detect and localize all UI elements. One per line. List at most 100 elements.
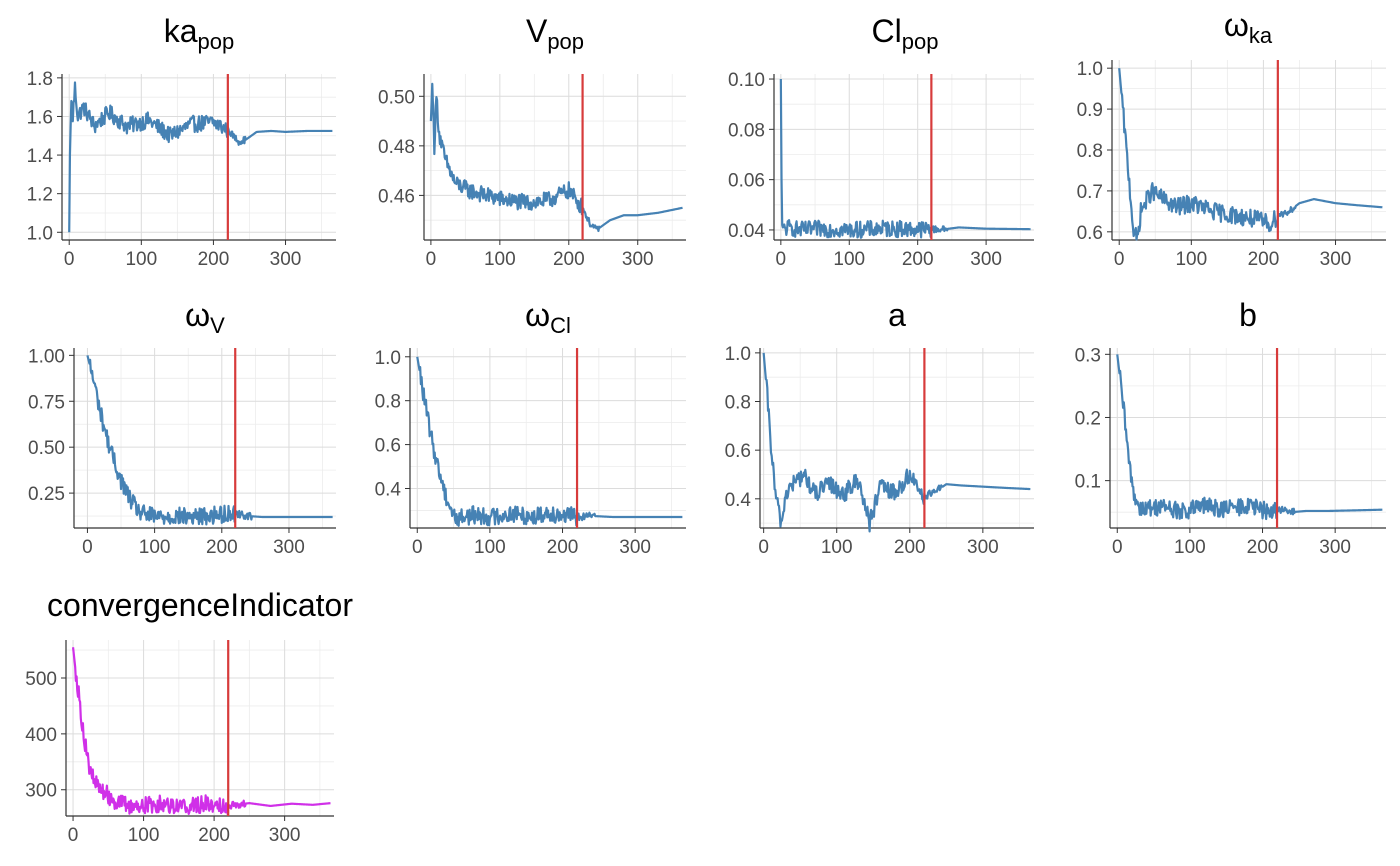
y-tick-label: 0.48 — [378, 137, 415, 158]
y-tick-label: 0.46 — [378, 186, 415, 207]
title-subscript: pop — [902, 29, 939, 54]
x-tick-label: 100 — [484, 249, 516, 270]
y-tick-label: 0.75 — [28, 392, 65, 413]
y-tick-label: 0.6 — [375, 436, 401, 457]
x-tick-label: 0 — [758, 537, 769, 558]
panel-V_pop: 0 100 200 300 0.46 0.48 0.50 Vpop — [378, 13, 686, 270]
series-line-convergenceIndicator — [71, 647, 331, 816]
y-tick-label: 0.50 — [28, 438, 65, 459]
series-line-ka_pop — [68, 81, 333, 233]
x-tick-label: 0 — [412, 537, 423, 558]
x-tick-label: 100 — [1175, 249, 1207, 270]
x-tick-label: 100 — [1174, 537, 1206, 558]
y-tick-label: 0.7 — [1077, 182, 1103, 203]
y-tick-label: 0.6 — [725, 441, 751, 462]
x-tick-label: 200 — [902, 249, 934, 270]
series-line-omega_ka — [1118, 68, 1383, 241]
series-line-a — [762, 352, 1031, 533]
panel-omega_V: 0 100 200 300 0.25 0.50 0.75 1.00 ωV — [28, 297, 336, 558]
panel-title: b — [1239, 297, 1257, 333]
y-tick-label: 1.2 — [27, 185, 53, 206]
title-subscript: ka — [1249, 23, 1273, 48]
x-tick-label: 0 — [64, 249, 75, 270]
x-tick-label: 0 — [1114, 249, 1125, 270]
y-tick-label: 0.2 — [1075, 408, 1101, 429]
title-subscript: V — [210, 313, 225, 338]
x-tick-label: 300 — [622, 249, 654, 270]
y-tick-label: 0.06 — [728, 171, 765, 192]
y-tick-label: 0.04 — [728, 221, 765, 242]
title-main: ω — [185, 297, 210, 333]
panel-title: Vpop — [526, 13, 584, 54]
x-tick-label: 300 — [1319, 537, 1351, 558]
y-tick-label: 0.4 — [725, 490, 752, 511]
x-tick-label: 200 — [553, 249, 585, 270]
panel-a: 0 100 200 300 0.4 0.6 0.8 1.0 a — [725, 297, 1034, 558]
x-tick-label: 0 — [1112, 537, 1123, 558]
panel-title: convergenceIndicator — [47, 587, 353, 623]
y-tick-label: 0.1 — [1075, 472, 1101, 493]
x-tick-label: 200 — [198, 825, 230, 846]
x-tick-label: 200 — [198, 249, 230, 270]
x-tick-label: 300 — [970, 249, 1002, 270]
x-tick-label: 200 — [1248, 249, 1280, 270]
panel-Cl_pop: 0 100 200 300 0.04 0.06 0.08 0.10 Clpop — [728, 13, 1034, 270]
panel-title: kapop — [164, 13, 235, 54]
panel-title: Clpop — [872, 13, 939, 54]
y-tick-label: 1.0 — [27, 223, 53, 244]
x-tick-label: 0 — [82, 537, 93, 558]
x-tick-label: 0 — [426, 249, 437, 270]
x-tick-label: 300 — [967, 537, 999, 558]
panel-omega_ka: 0 100 200 300 0.6 0.7 0.8 0.9 1.0 ωka — [1077, 7, 1386, 270]
title-subscript: pop — [547, 29, 584, 54]
y-tick-label: 400 — [25, 725, 57, 746]
y-tick-label: 0.6 — [1077, 223, 1103, 244]
title-main: ω — [1224, 7, 1249, 43]
y-tick-label: 500 — [25, 669, 57, 690]
y-tick-label: 0.08 — [728, 120, 765, 141]
title-main: convergenceIndicator — [47, 587, 353, 623]
panel-title: ωCl — [525, 297, 571, 338]
panel-b: 0 100 200 300 0.1 0.2 0.3 b — [1075, 297, 1386, 558]
panel-title: ωV — [185, 297, 225, 338]
x-tick-label: 300 — [270, 249, 302, 270]
x-tick-label: 200 — [1247, 537, 1279, 558]
x-tick-label: 0 — [68, 825, 79, 846]
y-tick-label: 1.0 — [725, 344, 751, 365]
series-line-V_pop — [429, 82, 683, 233]
y-tick-label: 1.8 — [27, 69, 53, 90]
x-tick-label: 100 — [821, 537, 853, 558]
x-tick-label: 300 — [619, 537, 651, 558]
title-main: ka — [164, 13, 198, 49]
y-tick-label: 1.6 — [27, 107, 53, 128]
panel-ka_pop: 0 100 200 300 1.0 1.2 1.4 1.6 1.8 kapop — [27, 13, 336, 270]
x-tick-label: 300 — [269, 825, 301, 846]
x-tick-label: 300 — [273, 537, 305, 558]
panel-title: a — [888, 297, 906, 333]
series-line-b — [1116, 354, 1383, 521]
y-tick-label: 300 — [25, 781, 57, 802]
y-tick-label: 0.9 — [1077, 100, 1103, 121]
x-tick-label: 0 — [776, 249, 787, 270]
y-tick-label: 1.0 — [1077, 59, 1103, 80]
panel-convergenceIndicator: 0 100 200 300 300 400 500 convergenceIndicator — [25, 587, 353, 846]
panel-title: ωka — [1224, 7, 1273, 48]
title-main: V — [526, 13, 548, 49]
y-tick-label: 0.8 — [725, 393, 751, 414]
title-main: Cl — [872, 13, 902, 49]
x-tick-label: 100 — [474, 537, 506, 558]
x-tick-label: 200 — [206, 537, 238, 558]
x-tick-label: 100 — [125, 249, 157, 270]
y-tick-label: 0.50 — [378, 87, 415, 108]
x-tick-label: 100 — [833, 249, 865, 270]
series-line-omega_Cl — [416, 356, 683, 527]
y-tick-label: 1.4 — [27, 146, 54, 167]
y-tick-label: 0.8 — [1077, 141, 1103, 162]
series-line-omega_V — [86, 355, 334, 526]
y-tick-label: 0.8 — [375, 392, 401, 413]
title-main: ω — [525, 297, 550, 333]
x-tick-label: 200 — [894, 537, 926, 558]
panel-omega_Cl: 0 100 200 300 0.4 0.6 0.8 1.0 ωCl — [375, 297, 686, 558]
